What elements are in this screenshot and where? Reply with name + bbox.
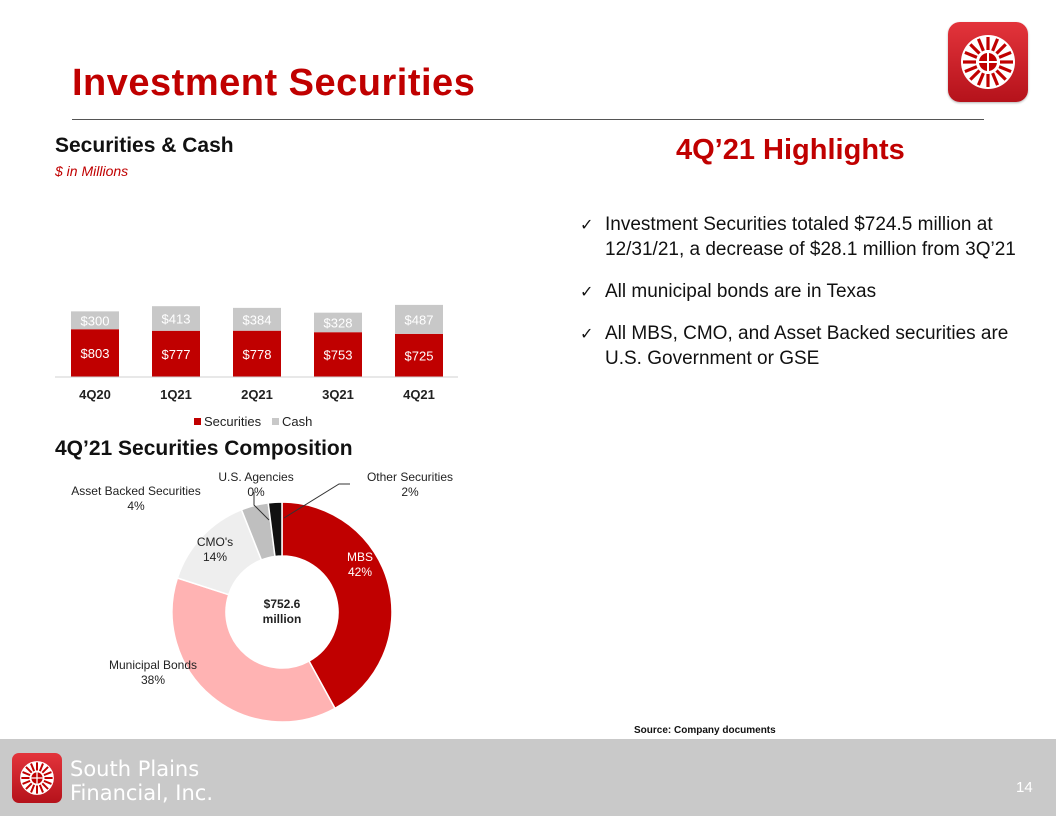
x-tick-label: 3Q21 xyxy=(322,387,354,402)
slice-percent-label: 14% xyxy=(203,550,227,564)
bar-label-cash: $487 xyxy=(405,312,434,327)
bar-label-cash: $328 xyxy=(324,315,353,330)
bar-label-securities: $778 xyxy=(243,347,272,362)
footer-company-name: South Plains Financial, Inc. xyxy=(70,757,213,805)
slice-name-label: U.S. Agencies xyxy=(218,470,293,484)
leader-line xyxy=(253,492,270,521)
leader-line xyxy=(283,483,350,519)
highlight-item: ✓ All municipal bonds are in Texas xyxy=(580,279,1040,304)
slice-name-label: CMO's xyxy=(197,535,233,549)
highlight-text: All MBS, CMO, and Asset Backed securitie… xyxy=(605,323,1009,369)
title-divider xyxy=(72,119,984,120)
bar-securities xyxy=(314,332,362,377)
slice-name-label: MBS xyxy=(347,550,373,564)
legend-label-securities: Securities xyxy=(204,414,262,429)
highlight-item: ✓ All MBS, CMO, and Asset Backed securiti… xyxy=(580,321,1040,371)
donut-slice xyxy=(281,501,393,710)
donut-center-value: $752.6 xyxy=(264,597,301,611)
bar-label-securities: $777 xyxy=(162,347,191,362)
bar-cash xyxy=(395,304,443,334)
bar-label-cash: $413 xyxy=(162,311,191,326)
page-number: 14 xyxy=(1016,779,1033,796)
x-tick-label: 4Q20 xyxy=(79,387,111,402)
slice-name-label: Municipal Bonds xyxy=(109,658,197,672)
legend-swatch-securities xyxy=(194,418,201,425)
highlight-item: ✓ Investment Securities totaled $724.5 mi… xyxy=(580,212,1040,262)
legend-label-cash: Cash xyxy=(282,414,312,429)
bar-label-securities: $803 xyxy=(81,346,110,361)
donut-chart-title: 4Q’21 Securities Composition xyxy=(55,437,353,460)
bar-label-securities: $725 xyxy=(405,348,434,363)
bar-label-cash: $300 xyxy=(81,313,110,328)
donut-slice xyxy=(171,577,337,723)
wagon-wheel-logo-icon xyxy=(12,753,62,803)
bar-label-securities: $753 xyxy=(324,348,353,363)
slice-name-label: Other Securities xyxy=(367,470,453,484)
bar-cash xyxy=(314,312,362,333)
slice-percent-label: 0% xyxy=(247,485,265,499)
securities-cash-bar-chart: $803 $300 4Q20 $777 $413 1Q21 $778 $384 2Q21 $753… xyxy=(55,304,458,429)
check-icon: ✓ xyxy=(580,215,594,234)
bar-securities xyxy=(71,329,119,377)
bar-chart-subtitle: $ in Millions xyxy=(55,163,129,179)
x-tick-label: 2Q21 xyxy=(241,387,273,402)
bar-securities xyxy=(395,333,443,377)
highlight-text: Investment Securities totaled $724.5 mil… xyxy=(605,214,1016,260)
source-note: Source: Company documents xyxy=(634,725,776,736)
bar-securities xyxy=(152,330,200,377)
footer-bar: South Plains Financial, Inc. 14 xyxy=(0,739,1056,816)
slice-percent-label: 38% xyxy=(141,673,165,687)
bar-securities xyxy=(233,330,281,377)
slice-name-label: Asset Backed Securities xyxy=(71,484,200,498)
slice-percent-label: 42% xyxy=(348,565,372,579)
slice-percent-label: 2% xyxy=(401,485,419,499)
page-title: Investment Securities xyxy=(72,62,476,104)
legend-swatch-cash xyxy=(272,418,279,425)
bar-label-cash: $384 xyxy=(243,312,272,327)
check-icon: ✓ xyxy=(580,324,594,343)
x-tick-label: 4Q21 xyxy=(403,387,435,402)
slice-percent-label: 4% xyxy=(127,499,145,513)
highlight-text: All municipal bonds are in Texas xyxy=(605,281,877,302)
highlights-title: 4Q’21 Highlights xyxy=(676,134,905,166)
company-name-line2: Financial, Inc. xyxy=(70,781,214,805)
wagon-wheel-logo-icon xyxy=(948,22,1028,102)
x-tick-label: 1Q21 xyxy=(160,387,192,402)
bar-cash xyxy=(152,306,200,331)
bar-cash xyxy=(71,311,119,330)
bar-chart-title: Securities & Cash xyxy=(55,134,234,157)
highlights-list: ✓ Investment Securities totaled $724.5 mi… xyxy=(580,212,1040,388)
donut-slice xyxy=(267,501,283,558)
bar-cash xyxy=(233,307,281,331)
check-icon: ✓ xyxy=(580,282,594,301)
company-name-line1: South Plains xyxy=(70,757,200,781)
donut-center-unit: million xyxy=(263,612,302,626)
